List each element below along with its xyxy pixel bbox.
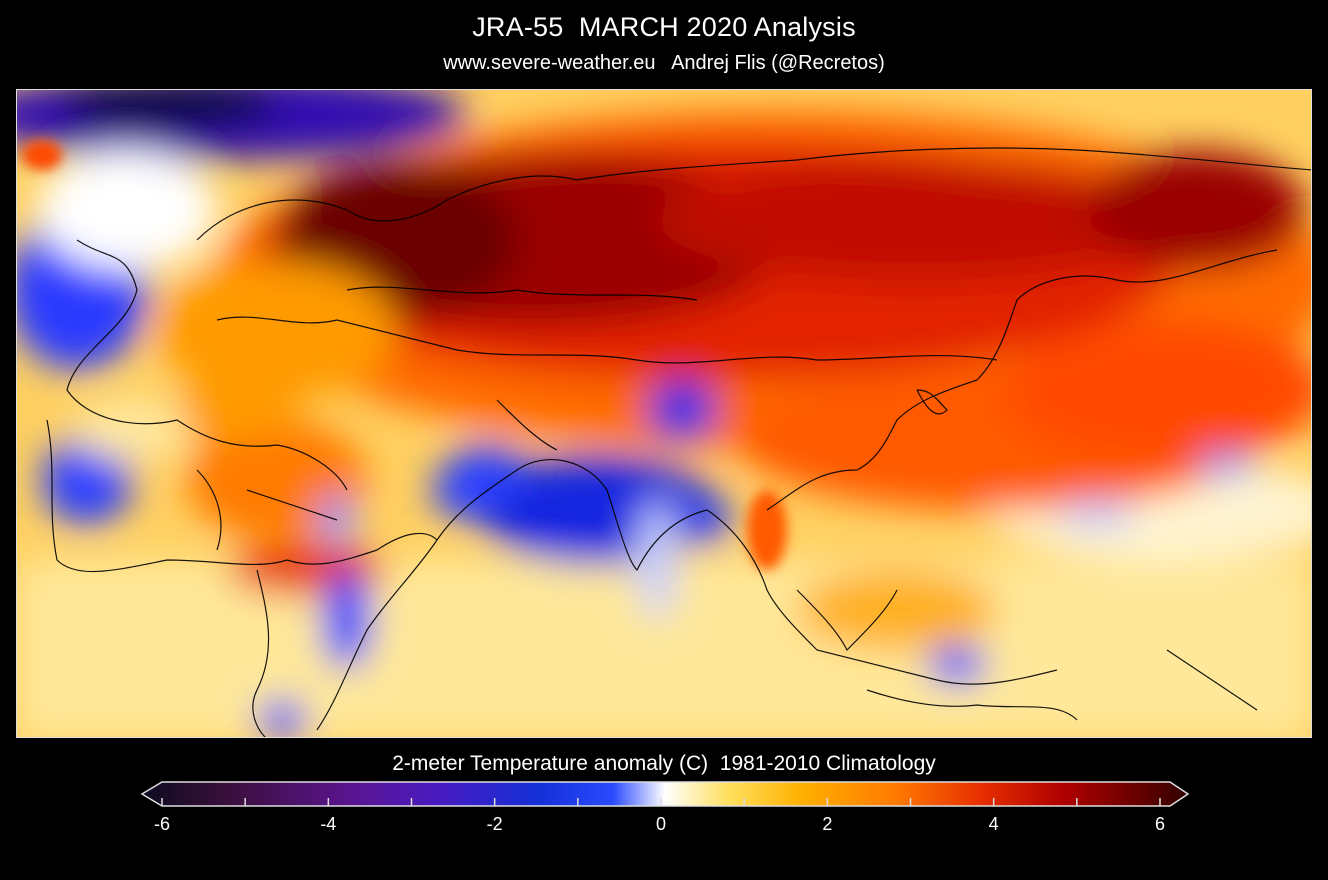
colorbar-tick-label: 2: [822, 814, 833, 834]
colorbar-tick-label: 0: [655, 814, 666, 834]
colorbar-title: 2-meter Temperature anomaly (C) 1981-201…: [392, 752, 936, 775]
anomaly-map: [16, 89, 1312, 738]
anomaly-field: [17, 90, 1311, 737]
colorbar-tick-label: -6: [153, 814, 170, 834]
colorbar-tick-label: 4: [988, 814, 999, 834]
chart-subtitle: www.severe-weather.eu Andrej Flis (@Recr…: [443, 52, 885, 74]
colorbar-gradient: [140, 781, 1190, 807]
map-svg: [17, 90, 1311, 737]
chart-title: JRA-55 MARCH 2020 Analysis: [472, 12, 856, 42]
colorbar-tick-label: -4: [320, 814, 337, 834]
colorbar-tick-label: 6: [1154, 814, 1165, 834]
colorbar-tick-label: -2: [486, 814, 503, 834]
colorbar: [140, 781, 1190, 807]
coastlines: [46, 147, 1311, 737]
colorbar-ticks: [161, 798, 1161, 806]
